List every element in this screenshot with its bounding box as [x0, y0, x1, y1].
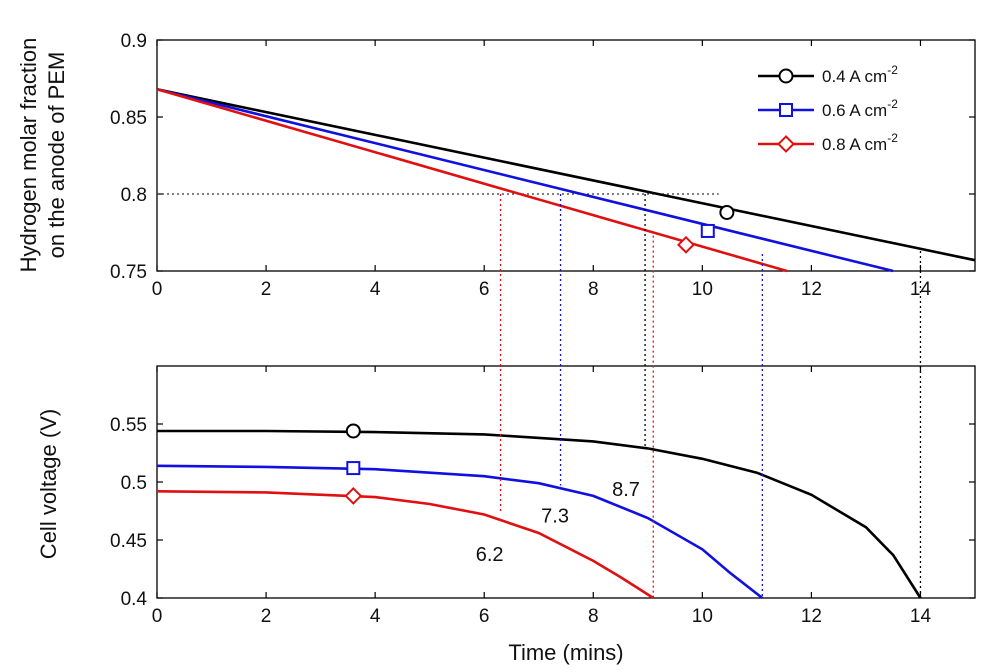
- top-ytick-label: 0.85: [110, 108, 147, 129]
- top-series: [156, 88, 976, 273]
- bottom-series: [156, 423, 922, 600]
- top-xtick-label: 4: [370, 279, 381, 300]
- top-panel: Hydrogen molar fraction on the anode of …: [16, 31, 976, 300]
- legend-marker-1: [779, 103, 793, 117]
- top-series-line-1: [156, 88, 894, 273]
- legend-marker-0: [778, 68, 794, 84]
- legend-label-1: 0.6 A cm-2: [822, 97, 898, 120]
- top-plot-frame: [156, 39, 976, 272]
- bottom-ytick-label: 0.4: [121, 589, 148, 610]
- bottom-series-marker-1: [346, 461, 361, 476]
- guide-lines: [499, 194, 922, 598]
- legend-marker-2: [777, 135, 795, 153]
- bottom-series-line-0: [157, 429, 922, 599]
- bottom-series-marker-0: [345, 423, 361, 439]
- bottom-ytick-label: 0.55: [110, 415, 147, 436]
- bottom-xlabel: Time (mins): [508, 640, 623, 665]
- top-series-marker-0: [719, 204, 735, 220]
- bottom-xtick-label: 4: [370, 606, 381, 627]
- legend-label-0: 0.4 A cm-2: [822, 63, 898, 86]
- top-xtick-label: 10: [692, 279, 713, 300]
- bottom-ytick-label: 0.5: [121, 473, 147, 494]
- legend-label-2: 0.8 A cm-2: [822, 131, 898, 154]
- annotation-1: 7.3: [541, 506, 569, 528]
- bottom-series-marker-2: [344, 487, 363, 505]
- bottom-xtick-label: 2: [261, 606, 272, 627]
- bottom-xtick-label: 12: [801, 606, 822, 627]
- bottom-xtick-label: 8: [588, 606, 599, 627]
- bottom-ytick-label: 0.45: [110, 531, 147, 552]
- bottom-plot-frame: [156, 365, 976, 599]
- annotation-0: 8.7: [612, 479, 640, 501]
- top-ylabel-line1: Hydrogen molar fraction: [16, 38, 41, 273]
- top-xtick-label: 14: [910, 279, 932, 300]
- bottom-ticks: 0 2 4 6 8 10 12 14 0.4 0.45 0.5 0.55: [110, 366, 975, 627]
- top-xtick-label: 0: [152, 279, 163, 300]
- bottom-xtick-label: 10: [692, 606, 713, 627]
- top-xtick-label: 8: [588, 279, 599, 300]
- top-ytick-label: 0.9: [121, 31, 147, 52]
- bottom-annotations: 8.7 7.3 6.2: [476, 479, 640, 566]
- bottom-xtick-label: 6: [479, 606, 490, 627]
- annotation-2: 6.2: [476, 544, 504, 566]
- top-ytick-label: 0.75: [110, 262, 147, 283]
- bottom-series-line-2: [156, 490, 654, 600]
- top-ticks: 0 2 4 6 8 10 12 14 0.75 0.8 0.85 0.9: [110, 31, 975, 300]
- top-ylabel-line2: on the anode of PEM: [44, 52, 69, 259]
- top-xtick-label: 12: [801, 279, 822, 300]
- top-xtick-label: 6: [479, 279, 490, 300]
- top-ytick-label: 0.8: [121, 185, 147, 206]
- top-series-line-0: [156, 88, 976, 262]
- top-series-marker-1: [700, 223, 715, 238]
- bottom-panel: Cell voltage (V) Time (mins) 0 2 4 6 8 10 12 14…: [36, 365, 976, 665]
- bottom-xtick-label: 14: [910, 606, 932, 627]
- top-series-marker-2: [677, 235, 695, 254]
- top-xtick-label: 2: [261, 279, 272, 300]
- bottom-ylabel: Cell voltage (V): [36, 409, 61, 559]
- legend: 0.4 A cm-2 0.6 A cm-2 0.8 A cm-2: [742, 56, 968, 174]
- bottom-series-line-1: [156, 464, 764, 600]
- bottom-xtick-label: 0: [152, 606, 163, 627]
